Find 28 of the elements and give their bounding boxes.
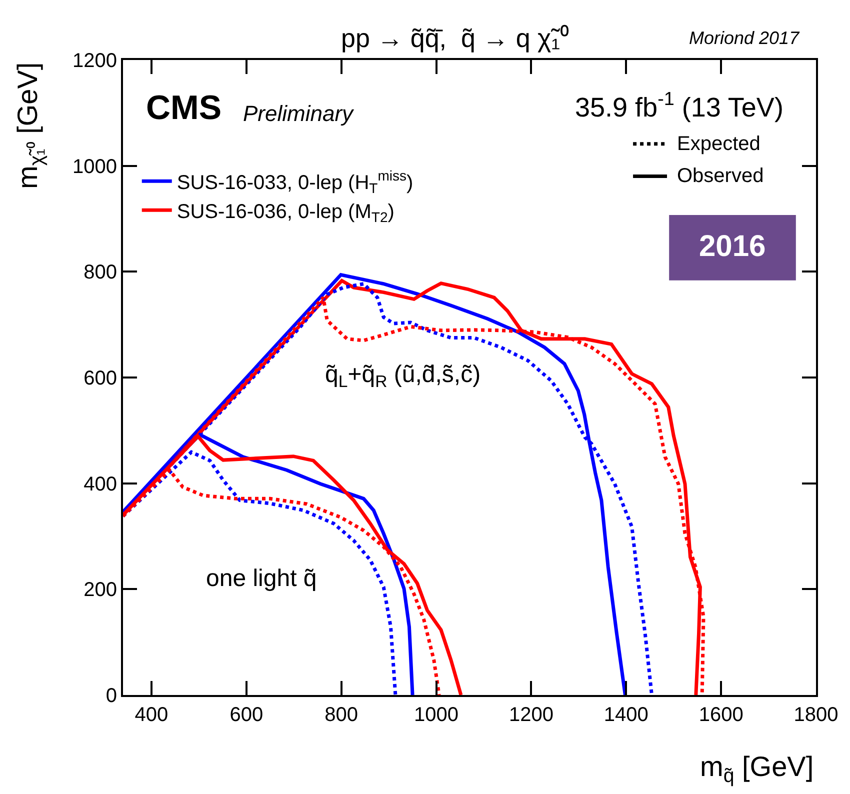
- x-tick-label: 1000: [414, 704, 459, 726]
- annotation: Expected: [677, 133, 760, 155]
- x-tick-label: 1200: [508, 704, 554, 726]
- annotation: CMS: [146, 89, 222, 127]
- x-tick-label: 1400: [604, 704, 648, 726]
- x-tick-label: 800: [324, 704, 358, 726]
- y-tick-label: 600: [84, 368, 117, 390]
- x-tick-label: 400: [134, 704, 168, 726]
- y-tick-label: 1200: [72, 50, 117, 72]
- annotation: Preliminary: [243, 101, 356, 126]
- annotation: one light q̃: [206, 565, 317, 592]
- y-tick-label: 1000: [72, 156, 117, 178]
- x-tick-label: 1600: [698, 704, 744, 726]
- x-axis-title: m$_{q̃}$ [GeV]: [700, 751, 814, 787]
- legend-label: SUS-16-036, 0-lep (M$_{T2}$): [176, 200, 394, 226]
- y-tick-label: 200: [84, 579, 117, 602]
- annotation: 35.9 fb$^{-1}$ (13 TeV): [575, 89, 784, 122]
- y-tick-label: 0: [106, 685, 117, 707]
- x-tick-label: 1800: [794, 704, 838, 726]
- legend-label: SUS-16-033, 0-lep (H$_{T}$$^{miss}$): [176, 168, 414, 196]
- annotation: q̃$_{L}$+q̃$_{R}$ (ũ,d̃,s̃,c̃): [325, 361, 481, 392]
- chart-title: pp → q̃q̃̄, q̃ → q χ̃₁⁰: [341, 23, 569, 53]
- annotation: 2016: [699, 230, 766, 263]
- text: Moriond 2017: [689, 28, 800, 48]
- y-tick-label: 800: [84, 262, 117, 284]
- y-tick-label: 400: [84, 473, 117, 496]
- x-tick-label: 600: [230, 704, 264, 726]
- annotation: Observed: [677, 165, 764, 187]
